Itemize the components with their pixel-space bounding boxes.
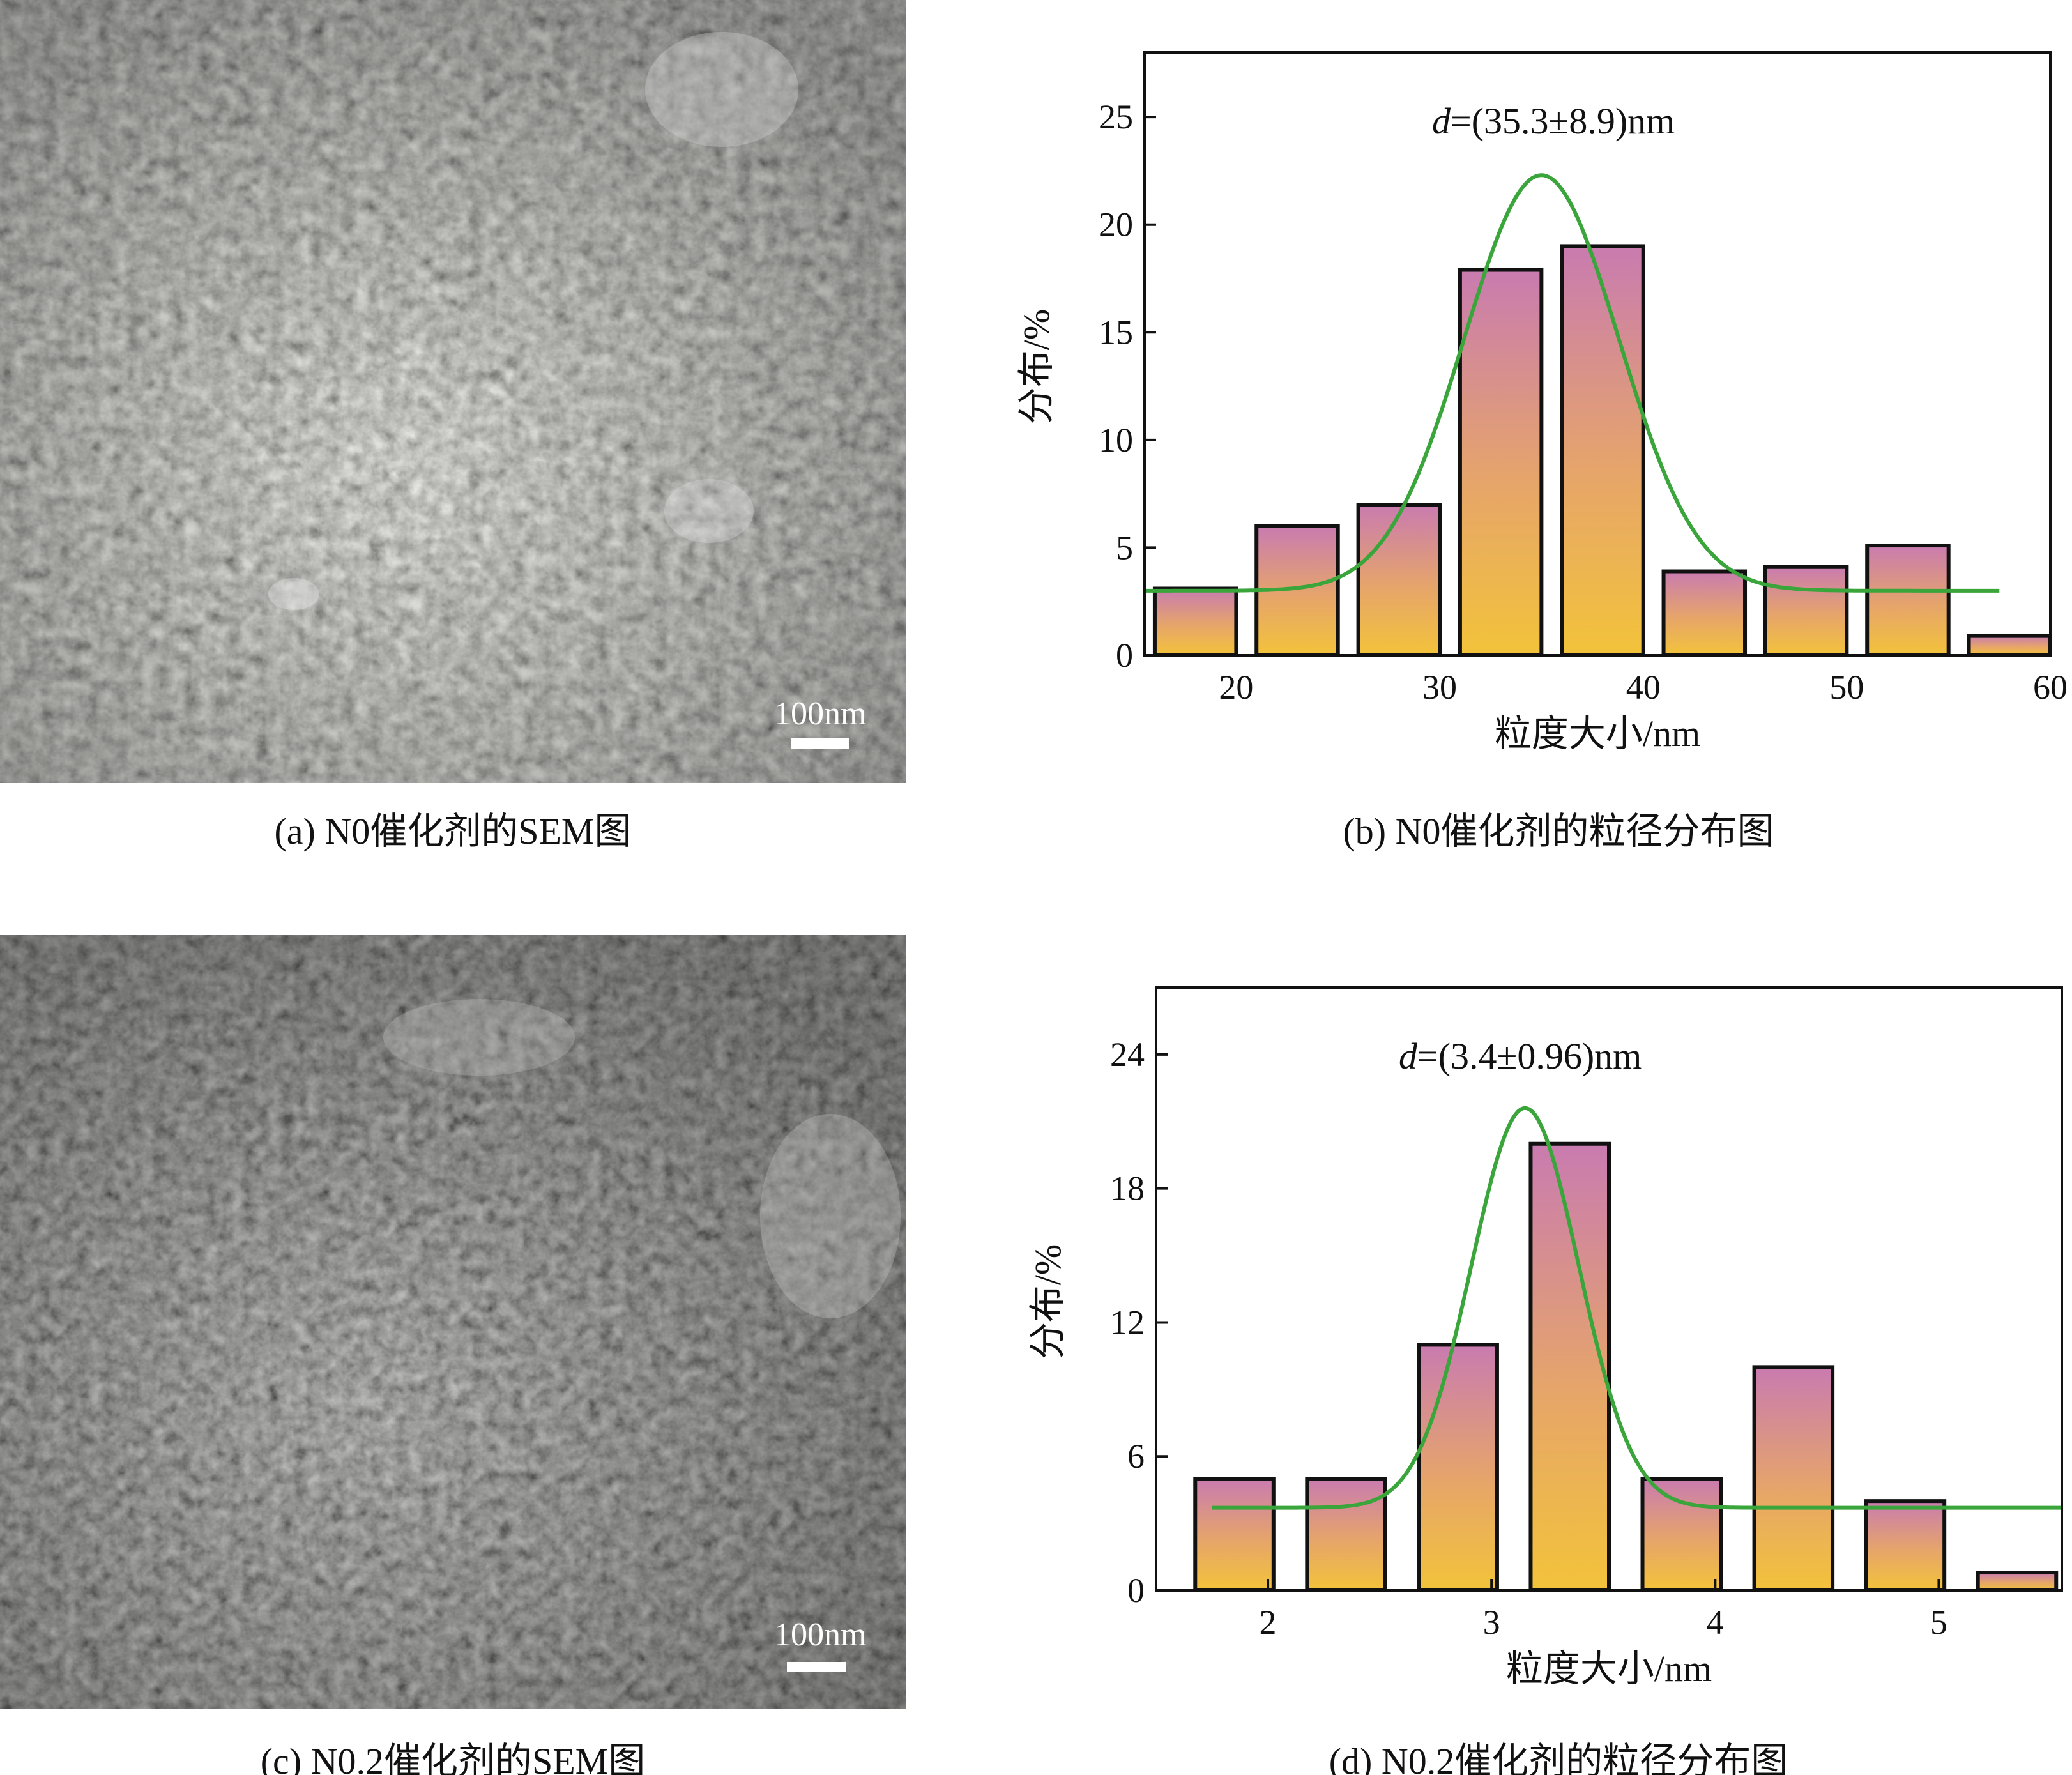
histogram-bar (1864, 1499, 1947, 1592)
y-tick-label: 18 (1110, 1169, 1145, 1208)
histogram-bar (1865, 544, 1951, 657)
annotation-variable: d (1399, 1035, 1418, 1077)
x-tick-label: 4 (1707, 1603, 1724, 1642)
chart-n0-size-distribution: 20 30 40 50 60 0 5 10 15 20 25 粒度大小/nm 分布/% d=(35.3±8… (1016, 51, 2068, 754)
y-tick-label: 20 (1099, 206, 1133, 244)
histogram-bar (1152, 586, 1238, 657)
scale-bar-n0-2 (787, 1662, 846, 1672)
y-tick-label: 0 (1116, 636, 1133, 674)
caption-d: (d) N0.2催化剂的粒径分布图 (1329, 1741, 1788, 1775)
plot-frame (1155, 986, 2063, 1592)
caption-c: (c) N0.2催化剂的SEM图 (260, 1741, 646, 1775)
y-tick-label: 25 (1099, 98, 1133, 136)
x-tick-label: 60 (2033, 668, 2068, 706)
histogram-bar (1254, 524, 1340, 658)
x-tick-label: 30 (1422, 668, 1457, 706)
x-tick-label: 5 (1930, 1603, 1947, 1642)
y-tick-label: 0 (1127, 1571, 1145, 1610)
x-tick-label: 20 (1219, 668, 1253, 706)
histogram-bar (1356, 503, 1442, 657)
y-tick-label: 10 (1099, 421, 1133, 459)
caption-a: (a) N0催化剂的SEM图 (274, 811, 632, 852)
y-tick-label: 6 (1127, 1437, 1145, 1475)
sem-texture-n0-2 (0, 935, 906, 1709)
annotation-variable: d (1432, 100, 1451, 142)
histogram-bar (1417, 1343, 1499, 1592)
histogram-bar (1560, 244, 1645, 657)
histogram-bar (1763, 565, 1849, 657)
scale-bar-n0 (791, 738, 849, 749)
scale-label-n0-2: 100nm (774, 1617, 867, 1653)
fit-annotation: d=(3.4±0.96)nm (1399, 1035, 1642, 1077)
fit-annotation: d=(35.3±8.9)nm (1432, 100, 1675, 142)
histogram-bar (1976, 1571, 2059, 1592)
sem-texture-n0 (0, 0, 906, 783)
y-tick-label: 5 (1116, 528, 1133, 567)
gaussian-fit-line (1145, 173, 2000, 593)
chart-n0-2-size-distribution: 2 3 4 5 0 6 12 18 24 粒度大小/nm 分布/% d=(3.4±0.96)nm (1027, 986, 2063, 1689)
x-tick-label: 2 (1260, 1603, 1277, 1642)
x-axis-label: 粒度大小/nm (1506, 1648, 1712, 1689)
x-tick-label: 50 (1829, 668, 1864, 706)
plot-frame (1143, 51, 2052, 657)
scale-label-n0: 100nm (774, 696, 867, 732)
annotation-value: =(3.4±0.96)nm (1417, 1035, 1642, 1077)
histogram-bar (1640, 1477, 1723, 1592)
x-axis-label: 粒度大小/nm (1495, 713, 1700, 754)
annotation-value: =(35.3±8.9)nm (1451, 100, 1675, 142)
histogram-bar (1967, 634, 2052, 658)
y-tick-label: 15 (1099, 313, 1133, 351)
histogram-bar (1193, 1477, 1276, 1592)
sem-image-n0 (0, 0, 906, 783)
x-tick-label: 40 (1626, 668, 1661, 706)
y-tick-label: 24 (1110, 1035, 1145, 1074)
histogram-bar (1305, 1477, 1387, 1592)
sem-image-n0-2 (0, 935, 906, 1709)
histogram-bar (1752, 1365, 1835, 1592)
y-axis-label: 分布/% (1027, 1244, 1069, 1359)
x-tick-label: 3 (1483, 1603, 1500, 1642)
y-tick-label: 12 (1110, 1303, 1145, 1341)
gaussian-fit-line (1212, 1106, 2062, 1510)
caption-b: (b) N0催化剂的粒径分布图 (1343, 811, 1774, 852)
histogram-bar (1661, 569, 1748, 657)
histogram-bar (1528, 1141, 1611, 1593)
y-axis-label: 分布/% (1016, 309, 1057, 424)
histogram-bar (1458, 268, 1544, 657)
